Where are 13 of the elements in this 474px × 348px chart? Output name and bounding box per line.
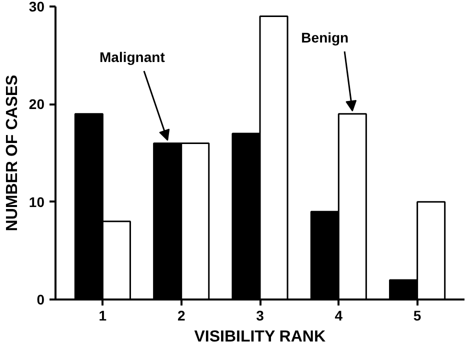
- x-tick-label: 4: [334, 308, 343, 324]
- y-axis-title: NUMBER OF CASES: [4, 74, 21, 232]
- series-label: Benign: [301, 30, 349, 46]
- y-tick-label: 20: [28, 96, 45, 112]
- x-tick-label: 2: [177, 308, 186, 324]
- x-tick-label: 1: [98, 308, 107, 324]
- x-tick-label: 5: [413, 308, 422, 324]
- x-axis-title: VISIBILITY RANK: [194, 328, 326, 346]
- y-tick-label: 10: [28, 194, 45, 210]
- y-tick-label: 30: [28, 0, 45, 14]
- text: Malignant: [100, 49, 166, 66]
- y-tick-label: 0: [36, 292, 45, 308]
- x-tick-label: 3: [256, 308, 264, 324]
